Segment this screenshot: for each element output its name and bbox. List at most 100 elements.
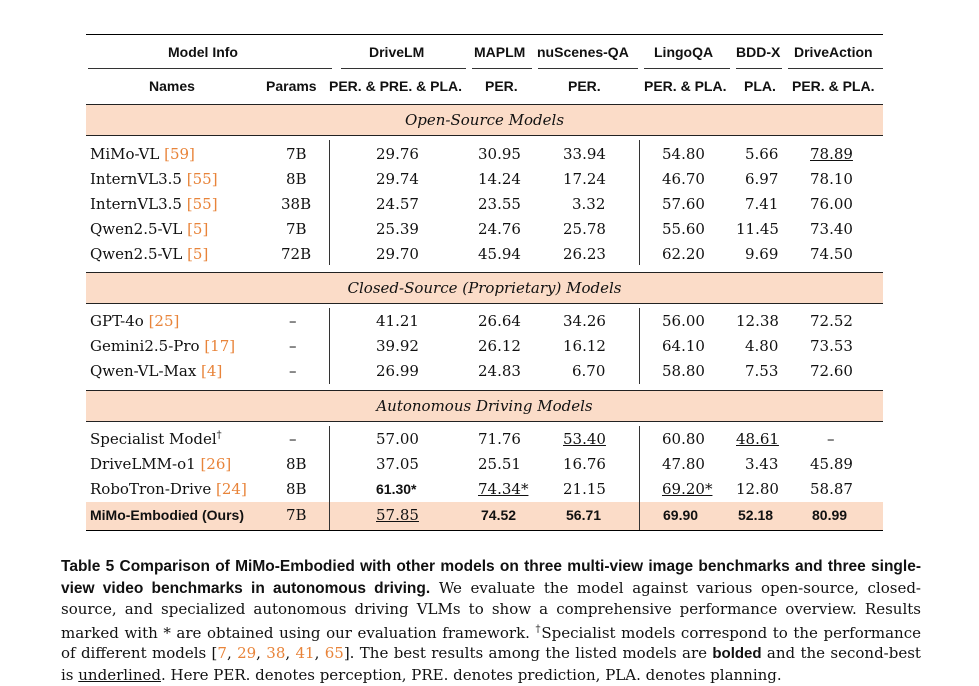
citation-link[interactable]: 65	[324, 644, 344, 662]
citation-link[interactable]: [5]	[187, 220, 209, 238]
table-bottom-rule	[86, 530, 883, 531]
lingoqa-cell: 54.80	[662, 145, 705, 163]
citation-link[interactable]: [55]	[186, 170, 218, 188]
drivelm-cell: 25.39	[376, 220, 419, 238]
bddx-cell: 12.38	[736, 312, 779, 330]
lingoqa-cell: 46.70	[662, 170, 705, 188]
nuscenes-cell: 53.40	[563, 430, 606, 448]
model-name: Qwen2.5-VL [5]	[90, 220, 209, 238]
lingoqa-cell: 56.00	[662, 312, 705, 330]
header-bddx: BDD-X	[736, 44, 781, 60]
table-caption: Table 5 Comparison of MiMo-Embodied with…	[61, 558, 921, 684]
driveaction-cell: 74.50	[810, 245, 853, 263]
drivelm-cell: 24.57	[376, 195, 419, 213]
params-cell: –	[289, 312, 297, 330]
dagger-mark: †	[216, 430, 222, 441]
header-drivelm-task: PER. & PRE. & PLA.	[329, 78, 463, 94]
drivelm-cell: 61.30*	[376, 481, 417, 497]
citation-link[interactable]: [17]	[204, 337, 236, 355]
table-row: MiMo-VL [59] 7B 29.76 30.95 33.94 54.80 …	[86, 142, 883, 167]
driveaction-cell: 78.10	[810, 170, 853, 188]
citation-link[interactable]: 41	[295, 644, 315, 662]
citation-link[interactable]: 29	[237, 644, 257, 662]
header-drivelm: DriveLM	[369, 44, 425, 60]
table-row: Qwen-VL-Max [4] – 26.99 24.83 6.70 58.80…	[86, 359, 883, 384]
bddx-cell: 11.45	[736, 220, 779, 238]
section-band-autonomous-driving: Autonomous Driving Models	[86, 390, 883, 422]
lingoqa-cell: 64.10	[662, 337, 705, 355]
citation-link[interactable]: [25]	[148, 312, 180, 330]
model-name: DriveLMM-o1 [26]	[90, 455, 232, 473]
params-cell: –	[289, 337, 297, 355]
citation-link[interactable]: [59]	[164, 145, 195, 163]
subrule-nuscenes	[538, 68, 638, 69]
header-row-benchmarks: Model Info DriveLM MAPLM nuScenes-QA Lin…	[86, 40, 883, 65]
model-name: Qwen-VL-Max [4]	[90, 362, 223, 380]
table-row: RoboTron-Drive [24] 8B 61.30* 74.34* 21.…	[86, 477, 883, 502]
subrule-maplm	[472, 68, 532, 69]
driveaction-cell: 72.60	[810, 362, 853, 380]
dagger-mark: †	[535, 623, 542, 635]
lingoqa-cell: 58.80	[662, 362, 705, 380]
header-nuscenes-task: PER.	[568, 78, 601, 94]
subrule-drivelm	[341, 68, 466, 69]
subrule-bddx	[736, 68, 782, 69]
citation-link[interactable]: [5]	[187, 245, 209, 263]
nuscenes-cell: 6.70	[572, 362, 606, 380]
bddx-cell: 7.41	[745, 195, 779, 213]
header-lingoqa: LingoQA	[654, 44, 714, 60]
nuscenes-cell: 34.26	[563, 312, 606, 330]
drivelm-cell: 29.76	[376, 145, 419, 163]
nuscenes-cell: 56.71	[566, 507, 602, 523]
section-title: Autonomous Driving Models	[376, 397, 593, 415]
params-cell: –	[289, 362, 297, 380]
params-cell: 7B	[286, 506, 307, 524]
params-cell: 7B	[286, 220, 307, 238]
caption-underlined-word: underlined	[78, 665, 161, 684]
lingoqa-cell: 69.90	[663, 507, 699, 523]
model-name: GPT-4o [25]	[90, 312, 180, 330]
drivelm-cell: 57.00	[376, 430, 419, 448]
caption-text: and the second-best is	[61, 644, 921, 684]
subrule-model-info	[88, 68, 332, 69]
driveaction-cell: 78.89	[810, 145, 853, 163]
drivelm-cell: 39.92	[376, 337, 419, 355]
table-row: InternVL3.5 [55] 8B 29.74 14.24 17.24 46…	[86, 167, 883, 192]
params-cell: –	[289, 430, 297, 448]
maplm-cell: 23.55	[478, 195, 521, 213]
lingoqa-cell: 47.80	[662, 455, 705, 473]
header-driveaction-task: PER. & PLA.	[792, 78, 875, 94]
driveaction-cell: –	[827, 430, 835, 448]
nuscenes-cell: 25.78	[563, 220, 606, 238]
lingoqa-cell: 62.20	[662, 245, 705, 263]
citation-link[interactable]: [55]	[186, 195, 218, 213]
citation-link[interactable]: 7	[217, 644, 227, 662]
citation-link[interactable]: [26]	[200, 455, 232, 473]
citation-link[interactable]: [24]	[216, 480, 247, 498]
maplm-cell: 74.34*	[478, 480, 529, 498]
driveaction-cell: 76.00	[810, 195, 853, 213]
driveaction-cell: 72.52	[810, 312, 853, 330]
header-lingoqa-task: PER. & PLA.	[644, 78, 727, 94]
nuscenes-cell: 21.15	[563, 480, 606, 498]
table-row-ours: MiMo-Embodied (Ours) 7B 57.85 74.52 56.7…	[86, 503, 883, 528]
params-cell: 38B	[281, 195, 312, 213]
citation-link[interactable]: 38	[266, 644, 286, 662]
subrule-driveaction	[788, 68, 883, 69]
caption-bold-word: bolded	[712, 645, 762, 662]
maplm-cell: 71.76	[478, 430, 521, 448]
column-divider	[329, 140, 330, 265]
bddx-cell: 3.43	[745, 455, 779, 473]
drivelm-cell: 29.74	[376, 170, 419, 188]
citation-link[interactable]: [4]	[201, 362, 223, 380]
model-name: InternVL3.5 [55]	[90, 195, 218, 213]
params-cell: 72B	[281, 245, 312, 263]
params-cell: 8B	[286, 480, 307, 498]
table-row: InternVL3.5 [55] 38B 24.57 23.55 3.32 57…	[86, 192, 883, 217]
caption-lead: Table 5 Comparison of MiMo-Embodied with…	[61, 558, 921, 597]
params-cell: 7B	[286, 145, 307, 163]
model-name: Gemini2.5-Pro [17]	[90, 337, 236, 355]
lingoqa-cell: 60.80	[662, 430, 705, 448]
table-row: GPT-4o [25] – 41.21 26.64 34.26 56.00 12…	[86, 309, 883, 334]
maplm-cell: 24.76	[478, 220, 521, 238]
